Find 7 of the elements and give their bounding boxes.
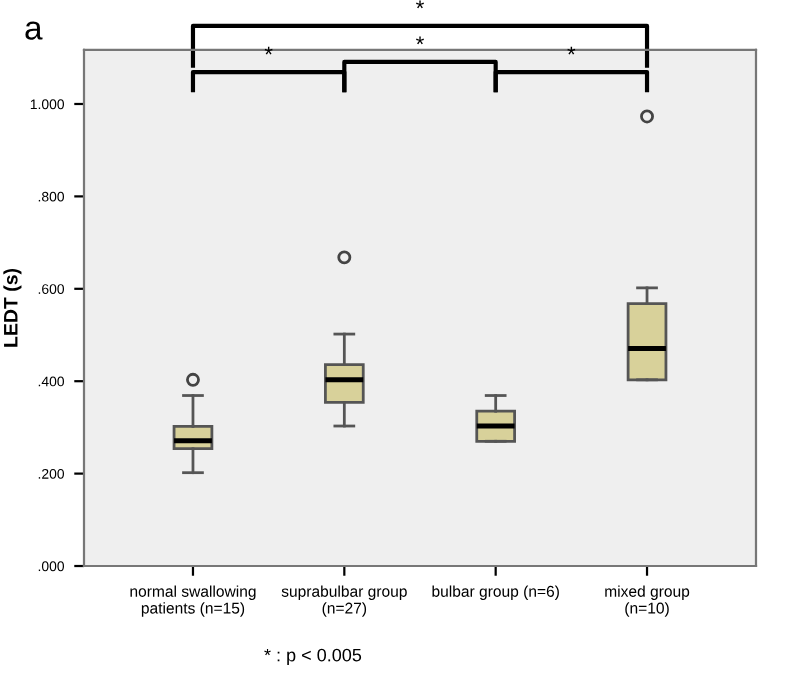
chart-title: a bbox=[25, 21, 43, 40]
annotation: * bbox=[264, 46, 273, 55]
annotation: * bbox=[567, 46, 576, 55]
text: * : p < 0.005 bbox=[264, 648, 362, 666]
y-axis-title: LEDT (s) bbox=[3, 268, 22, 347]
text: * bbox=[416, 36, 424, 45]
text: * bbox=[416, 0, 424, 9]
